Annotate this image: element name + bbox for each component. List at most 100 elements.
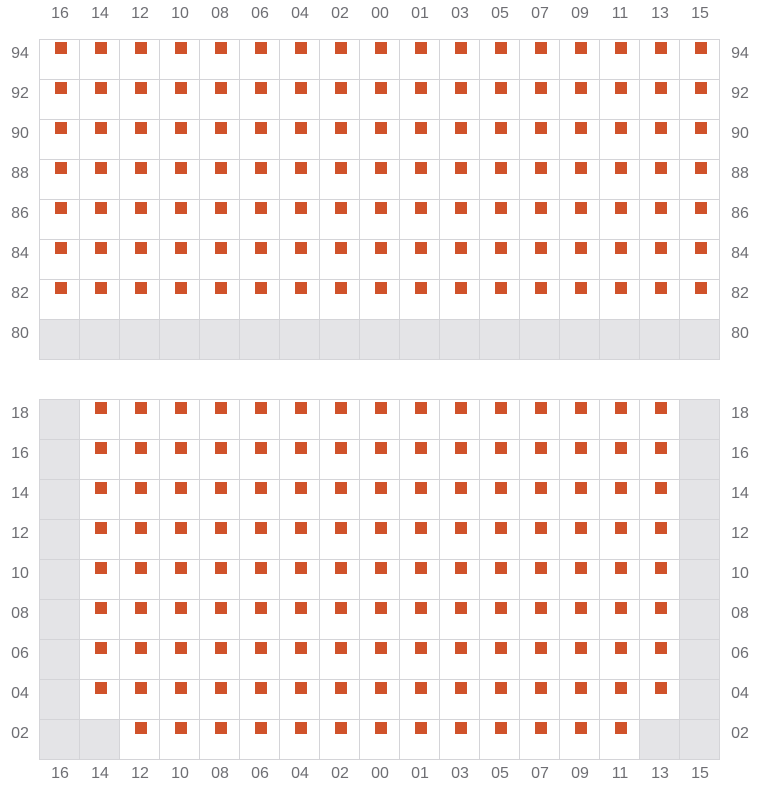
seat-86-02[interactable] — [335, 202, 347, 214]
seat-cell[interactable] — [239, 39, 280, 80]
seat-92-08[interactable] — [215, 82, 227, 94]
seat-82-04[interactable] — [295, 282, 307, 294]
seat-10-13[interactable] — [655, 562, 667, 574]
seat-04-13[interactable] — [655, 682, 667, 694]
seat-cell[interactable] — [199, 439, 240, 480]
seat-92-02[interactable] — [335, 82, 347, 94]
seat-cell[interactable] — [359, 239, 400, 280]
seat-06-14[interactable] — [95, 642, 107, 654]
seat-cell[interactable] — [439, 39, 480, 80]
seat-cell[interactable] — [319, 559, 360, 600]
seat-16-08[interactable] — [215, 442, 227, 454]
seat-cell[interactable] — [599, 79, 640, 120]
seat-88-06[interactable] — [255, 162, 267, 174]
seat-84-13[interactable] — [655, 242, 667, 254]
seat-cell[interactable] — [439, 279, 480, 320]
seat-cell[interactable] — [79, 639, 120, 680]
seat-12-08[interactable] — [215, 522, 227, 534]
seat-12-04[interactable] — [295, 522, 307, 534]
seat-84-04[interactable] — [295, 242, 307, 254]
seat-10-08[interactable] — [215, 562, 227, 574]
seat-cell[interactable] — [79, 39, 120, 80]
seat-cell[interactable] — [279, 439, 320, 480]
seat-cell[interactable] — [519, 439, 560, 480]
seat-cell[interactable] — [239, 439, 280, 480]
seat-82-01[interactable] — [415, 282, 427, 294]
seat-02-00[interactable] — [375, 722, 387, 734]
seat-18-08[interactable] — [215, 402, 227, 414]
seat-cell[interactable] — [279, 79, 320, 120]
seat-94-05[interactable] — [495, 42, 507, 54]
seat-90-06[interactable] — [255, 122, 267, 134]
seat-cell[interactable] — [199, 399, 240, 440]
seat-82-02[interactable] — [335, 282, 347, 294]
seat-82-06[interactable] — [255, 282, 267, 294]
seat-cell[interactable] — [599, 719, 640, 760]
seat-12-12[interactable] — [135, 522, 147, 534]
seat-cell[interactable] — [399, 719, 440, 760]
seat-cell[interactable] — [79, 79, 120, 120]
seat-cell[interactable] — [39, 39, 80, 80]
seat-cell[interactable] — [679, 119, 720, 160]
seat-88-02[interactable] — [335, 162, 347, 174]
seat-cell[interactable] — [639, 199, 680, 240]
seat-cell[interactable] — [159, 519, 200, 560]
seat-16-12[interactable] — [135, 442, 147, 454]
seat-82-03[interactable] — [455, 282, 467, 294]
seat-82-12[interactable] — [135, 282, 147, 294]
seat-84-12[interactable] — [135, 242, 147, 254]
seat-08-01[interactable] — [415, 602, 427, 614]
seat-cell[interactable] — [639, 599, 680, 640]
seat-10-00[interactable] — [375, 562, 387, 574]
seat-cell[interactable] — [559, 599, 600, 640]
seat-cell[interactable] — [559, 519, 600, 560]
seat-cell[interactable] — [319, 639, 360, 680]
seat-86-04[interactable] — [295, 202, 307, 214]
seat-cell[interactable] — [359, 119, 400, 160]
seat-94-07[interactable] — [535, 42, 547, 54]
seat-cell[interactable] — [479, 559, 520, 600]
seat-02-04[interactable] — [295, 722, 307, 734]
seat-14-06[interactable] — [255, 482, 267, 494]
seat-cell[interactable] — [639, 479, 680, 520]
seat-10-05[interactable] — [495, 562, 507, 574]
seat-16-02[interactable] — [335, 442, 347, 454]
seat-cell[interactable] — [559, 479, 600, 520]
seat-92-15[interactable] — [695, 82, 707, 94]
seat-18-13[interactable] — [655, 402, 667, 414]
seat-94-06[interactable] — [255, 42, 267, 54]
seat-02-10[interactable] — [175, 722, 187, 734]
seat-06-11[interactable] — [615, 642, 627, 654]
seat-84-07[interactable] — [535, 242, 547, 254]
seat-10-02[interactable] — [335, 562, 347, 574]
seat-04-14[interactable] — [95, 682, 107, 694]
seat-18-10[interactable] — [175, 402, 187, 414]
seat-cell[interactable] — [479, 199, 520, 240]
seat-04-01[interactable] — [415, 682, 427, 694]
seat-cell[interactable] — [559, 639, 600, 680]
seat-86-05[interactable] — [495, 202, 507, 214]
seat-cell[interactable] — [639, 559, 680, 600]
seat-16-05[interactable] — [495, 442, 507, 454]
seat-06-13[interactable] — [655, 642, 667, 654]
seat-08-08[interactable] — [215, 602, 227, 614]
seat-cell[interactable] — [279, 39, 320, 80]
seat-92-09[interactable] — [575, 82, 587, 94]
seat-cell[interactable] — [519, 79, 560, 120]
seat-cell[interactable] — [119, 559, 160, 600]
seat-08-11[interactable] — [615, 602, 627, 614]
seat-cell[interactable] — [599, 639, 640, 680]
seat-cell[interactable] — [79, 399, 120, 440]
seat-cell[interactable] — [639, 439, 680, 480]
seat-12-07[interactable] — [535, 522, 547, 534]
seat-94-11[interactable] — [615, 42, 627, 54]
seat-cell[interactable] — [279, 599, 320, 640]
seat-cell[interactable] — [519, 599, 560, 640]
seat-18-00[interactable] — [375, 402, 387, 414]
seat-10-03[interactable] — [455, 562, 467, 574]
seat-18-05[interactable] — [495, 402, 507, 414]
seat-84-05[interactable] — [495, 242, 507, 254]
seat-02-01[interactable] — [415, 722, 427, 734]
seat-82-00[interactable] — [375, 282, 387, 294]
seat-12-14[interactable] — [95, 522, 107, 534]
